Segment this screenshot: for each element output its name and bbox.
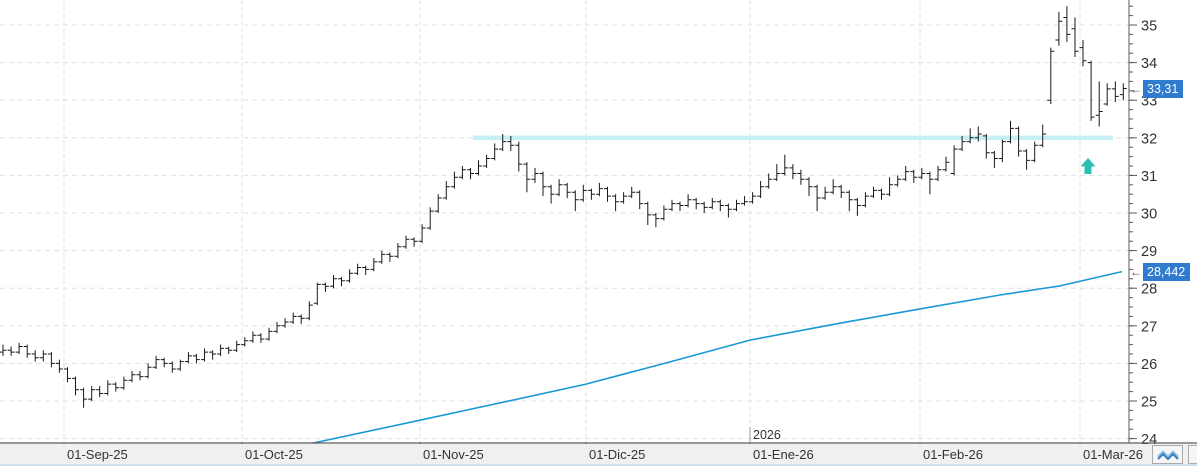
- x-axis-label: 01-Ene-26: [753, 447, 814, 462]
- x-axis-label: 01-Feb-26: [923, 447, 983, 462]
- y-axis-label: 34: [1141, 56, 1157, 72]
- resistance-level-line: [473, 135, 1113, 141]
- zigzag-indicator-button[interactable]: [1152, 445, 1183, 464]
- zigzag-icon: [1156, 449, 1179, 460]
- ohlc-bars: [0, 6, 1127, 408]
- y-axis-label: 29: [1141, 244, 1157, 260]
- x-axis-label: 01-Oct-25: [245, 447, 303, 462]
- y-axis-label: 27: [1141, 319, 1157, 335]
- x-axis-label: 01-Mar-26: [1083, 447, 1143, 462]
- y-axis-label: 33: [1141, 94, 1157, 110]
- y-axis-label: 30: [1141, 207, 1157, 223]
- y-axis-label: 32: [1141, 131, 1157, 147]
- moving-average-value-tag: ← 28,442: [1130, 262, 1191, 281]
- gridlines: [0, 0, 1129, 443]
- y-axis-label: 35: [1141, 19, 1157, 35]
- y-axis-label: 25: [1141, 395, 1157, 411]
- left-arrow-icon: ←: [1130, 264, 1142, 279]
- year-marker-label: 2026: [753, 428, 781, 442]
- x-axis-band: 01-Sep-25 01-Oct-25 01-Nov-25 01-Dic-25 01-E…: [0, 444, 1197, 466]
- x-axis-label: 01-Nov-25: [423, 447, 484, 462]
- y-axis-label: 28: [1141, 282, 1157, 298]
- y-axis-label: 31: [1141, 169, 1157, 185]
- y-axis-label: 26: [1141, 357, 1157, 373]
- clipped-toolbar-button[interactable]: [1188, 445, 1197, 464]
- left-arrow-icon: ←: [1130, 81, 1142, 96]
- x-axis-label: 01-Sep-25: [67, 447, 128, 462]
- moving-average-value: 28,442: [1143, 262, 1191, 281]
- buy-signal-arrow-icon: [1080, 158, 1096, 174]
- last-price-tag: ← 33,31: [1130, 79, 1184, 98]
- moving-average-line: [312, 270, 1123, 444]
- x-axis-label: 01-Dic-25: [589, 447, 646, 462]
- last-price-value: 33,31: [1143, 79, 1184, 98]
